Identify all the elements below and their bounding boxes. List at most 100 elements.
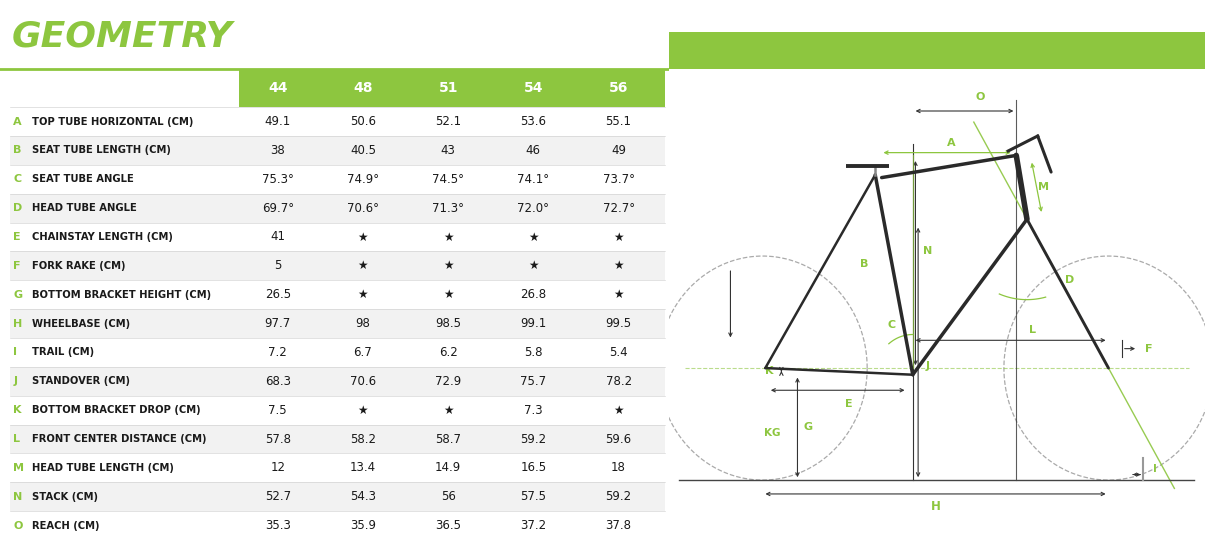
Text: HEAD TUBE ANGLE: HEAD TUBE ANGLE [33, 203, 137, 213]
Text: B: B [860, 259, 869, 269]
Text: M: M [1038, 182, 1048, 193]
Text: 69.7°: 69.7° [261, 201, 294, 215]
Bar [669, 32, 1205, 69]
Bar [10, 251, 665, 280]
Text: 50.6: 50.6 [349, 115, 376, 128]
Text: SEAT TUBE LENGTH (CM): SEAT TUBE LENGTH (CM) [33, 145, 171, 155]
Text: 14.9: 14.9 [435, 461, 462, 475]
Bar [10, 280, 665, 309]
Text: 37.8: 37.8 [606, 519, 631, 532]
Text: 54.3: 54.3 [349, 490, 376, 503]
Text: J: J [13, 376, 17, 386]
Text: ★: ★ [613, 230, 624, 244]
Text: 98.5: 98.5 [435, 317, 462, 330]
Text: 58.2: 58.2 [349, 432, 376, 446]
Text: O: O [976, 92, 986, 102]
Text: 49: 49 [611, 144, 627, 157]
Text: CHAINSTAY LENGTH (CM): CHAINSTAY LENGTH (CM) [33, 232, 174, 242]
Text: 53.6: 53.6 [521, 115, 546, 128]
Text: 59.2: 59.2 [521, 432, 546, 446]
Text: 71.3°: 71.3° [433, 201, 464, 215]
Bar [10, 338, 665, 367]
Text: 56: 56 [609, 81, 628, 95]
Text: H: H [930, 500, 940, 513]
Text: GEOMETRY: GEOMETRY [12, 19, 233, 53]
Text: 35.3: 35.3 [265, 519, 290, 532]
Text: 18: 18 [611, 461, 627, 475]
Bar [10, 453, 665, 482]
Text: 98: 98 [355, 317, 370, 330]
Text: ★: ★ [443, 288, 453, 301]
Text: TOP TUBE HORIZONTAL (CM): TOP TUBE HORIZONTAL (CM) [33, 117, 194, 127]
Text: 13.4: 13.4 [349, 461, 376, 475]
Bar [10, 482, 665, 511]
Text: 12: 12 [270, 461, 286, 475]
Text: ★: ★ [613, 259, 624, 273]
Text: 37.2: 37.2 [521, 519, 546, 532]
Text: 16.5: 16.5 [521, 461, 546, 475]
Bar [10, 194, 665, 223]
Text: 7.3: 7.3 [524, 403, 542, 417]
Text: N: N [13, 492, 23, 502]
Text: 68.3: 68.3 [265, 375, 290, 388]
Text: ★: ★ [613, 403, 624, 417]
Text: STACK (CM): STACK (CM) [33, 492, 98, 502]
Text: 72.0°: 72.0° [517, 201, 549, 215]
Bar [10, 511, 665, 540]
Text: ★: ★ [443, 259, 453, 273]
Text: D: D [13, 203, 23, 213]
Text: K: K [765, 366, 774, 376]
Text: 5.8: 5.8 [524, 346, 542, 359]
Text: ★: ★ [358, 230, 369, 244]
Text: A: A [947, 138, 956, 148]
Text: 35.9: 35.9 [349, 519, 376, 532]
Text: 5: 5 [274, 259, 282, 273]
Text: ★: ★ [528, 259, 539, 273]
Text: E: E [845, 399, 852, 409]
Text: STANDOVER (CM): STANDOVER (CM) [33, 376, 130, 386]
Text: 52.7: 52.7 [265, 490, 290, 503]
Bar [10, 396, 665, 425]
Text: G: G [13, 290, 23, 300]
Text: 6.7: 6.7 [353, 346, 372, 359]
Text: 99.1: 99.1 [521, 317, 547, 330]
Text: I: I [1153, 464, 1157, 474]
Text: ★: ★ [528, 230, 539, 244]
Text: D: D [1065, 275, 1075, 285]
Text: SEAT TUBE ANGLE: SEAT TUBE ANGLE [33, 174, 134, 184]
Text: 7.5: 7.5 [269, 403, 287, 417]
Text: C: C [887, 320, 895, 330]
Text: 55.1: 55.1 [606, 115, 631, 128]
Text: 58.7: 58.7 [435, 432, 462, 446]
Text: 59.6: 59.6 [605, 432, 631, 446]
Text: 97.7: 97.7 [265, 317, 290, 330]
Bar [240, 69, 665, 107]
Text: 78.2: 78.2 [605, 375, 631, 388]
Text: 44: 44 [268, 81, 288, 95]
Text: 75.7: 75.7 [521, 375, 546, 388]
Text: 41: 41 [270, 230, 286, 244]
Text: ★: ★ [358, 259, 369, 273]
Text: BOTTOM BRACKET HEIGHT (CM): BOTTOM BRACKET HEIGHT (CM) [33, 290, 211, 300]
Text: F: F [1145, 344, 1152, 354]
Text: 59.2: 59.2 [605, 490, 631, 503]
Text: L: L [13, 434, 20, 444]
Text: A: A [13, 117, 22, 127]
Text: 54: 54 [524, 81, 543, 95]
Text: O: O [13, 521, 23, 531]
Text: 74.5°: 74.5° [433, 173, 464, 186]
Text: BOTTOM BRACKET DROP (CM): BOTTOM BRACKET DROP (CM) [33, 405, 201, 415]
Bar [10, 107, 665, 136]
Text: ★: ★ [358, 403, 369, 417]
Text: K: K [13, 405, 22, 415]
Text: 49.1: 49.1 [265, 115, 290, 128]
Text: TRAIL (CM): TRAIL (CM) [33, 347, 94, 357]
Text: 26.8: 26.8 [521, 288, 546, 301]
Text: F: F [13, 261, 20, 271]
Bar [10, 425, 665, 453]
Bar [10, 165, 665, 194]
Text: 6.2: 6.2 [439, 346, 458, 359]
Bar [10, 223, 665, 251]
Text: FRONT CENTER DISTANCE (CM): FRONT CENTER DISTANCE (CM) [33, 434, 206, 444]
Text: M: M [13, 463, 24, 473]
